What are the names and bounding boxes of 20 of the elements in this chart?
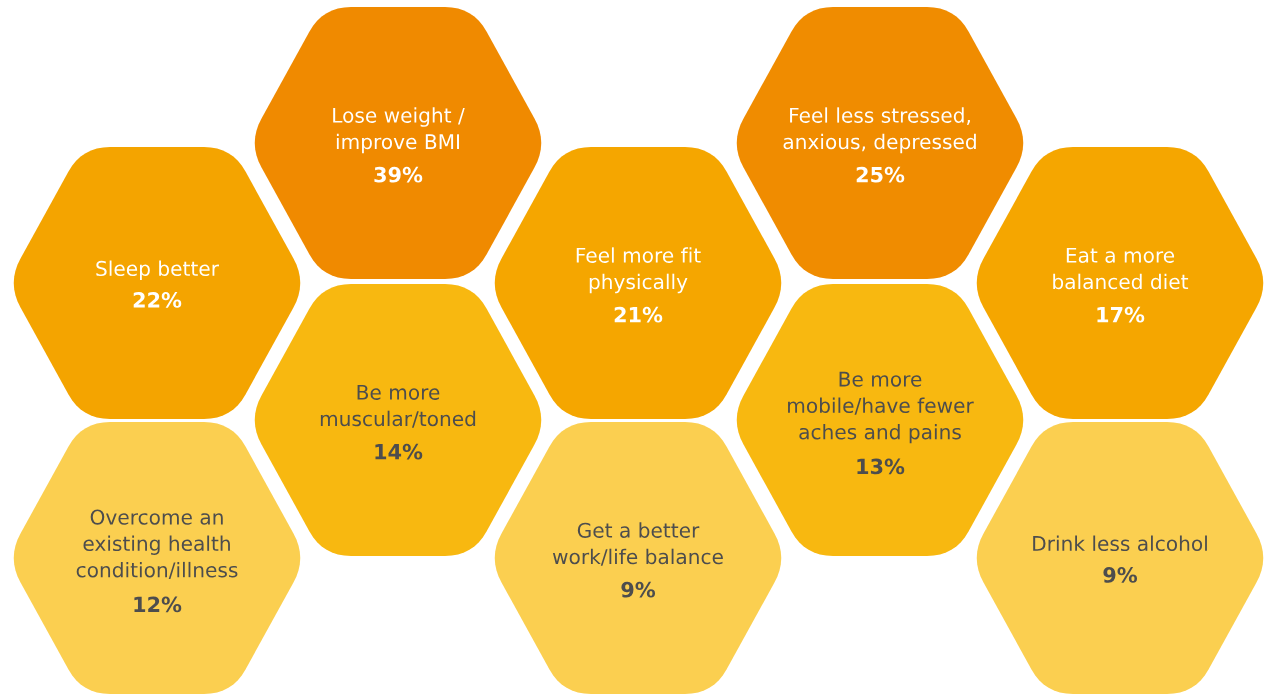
data-label: 9% (621, 581, 656, 598)
category-label: Get a better work/life balance (552, 522, 723, 566)
category-label: Feel more fit physically (576, 247, 701, 294)
category-label: Overcome an existing health condition/illness (76, 509, 238, 580)
data-label: 12% (134, 596, 182, 613)
data-label: 14% (375, 443, 423, 460)
data-label: 9% (1103, 567, 1138, 583)
data-label: 39% (374, 166, 423, 183)
category-label: Be more muscular/toned (320, 384, 476, 428)
category-label: Feel less stressed, anxious, depressed (783, 107, 976, 154)
data-label: 17% (1097, 306, 1145, 323)
category-label: Be more mobile/have fewer aches and pains (788, 371, 974, 444)
data-label: 13% (857, 458, 905, 475)
category-label: Drink less alcohol (1033, 535, 1207, 552)
category-label: Lose weight / improve BMI (333, 107, 465, 154)
data-label: 25% (856, 166, 905, 183)
data-label: 22% (133, 292, 182, 308)
category-label: Sleep better (96, 260, 219, 280)
data-label: 21% (614, 306, 663, 323)
category-label: Eat a more balanced diet (1053, 247, 1189, 290)
